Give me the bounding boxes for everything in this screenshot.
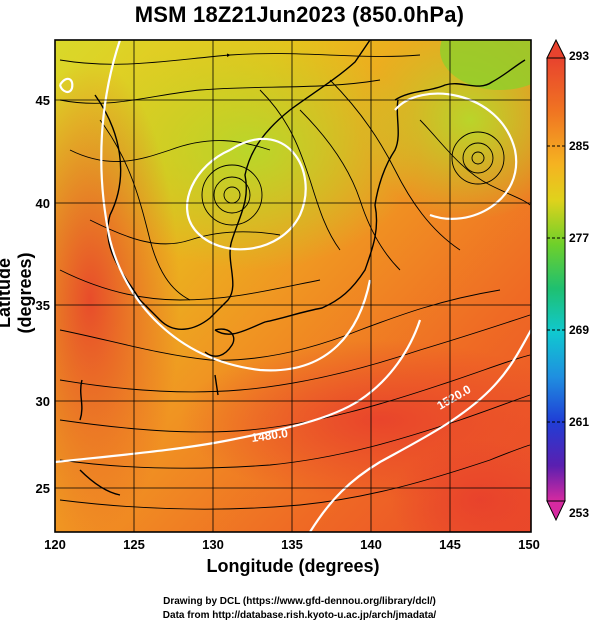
x-tick-label: 125 [123, 537, 145, 552]
coastlines [79, 40, 526, 496]
x-tick-label: 145 [439, 537, 461, 552]
height-contours [55, 40, 531, 532]
colorbar-label: 269 [569, 323, 589, 337]
map-title: MSM 18Z21Jun2023 (850.0hPa) [134, 2, 465, 27]
y-tick-label: 35 [36, 298, 50, 313]
x-axis-label: Longitude (degrees) [206, 556, 380, 576]
low-pressure-swirls [201, 131, 505, 226]
graticule [55, 40, 531, 532]
colorbar-label: 253 [569, 506, 589, 520]
colorbar-label: 293 [569, 49, 589, 63]
y-tick-label: 45 [36, 93, 50, 108]
x-tick-label: 135 [281, 537, 303, 552]
plot-frame [54, 39, 532, 533]
colorbar-label: 261 [569, 415, 589, 429]
x-tick-label: 140 [360, 537, 382, 552]
y-tick-label: 25 [36, 481, 50, 496]
colorbar-label: 285 [569, 139, 589, 153]
x-tick-label: 150 [518, 537, 540, 552]
credit-drawing: Drawing by DCL (https://www.gfd-dennou.o… [163, 596, 436, 607]
colorbar [546, 38, 566, 522]
y-tick-label: 40 [36, 196, 50, 211]
credit-data: Data from http://database.rish.kyoto-u.a… [162, 610, 437, 621]
contour-label-1480: 1480.0 [250, 426, 289, 445]
x-tick-label: 130 [202, 537, 224, 552]
y-tick-label: 30 [36, 394, 50, 409]
colorbar-label: 277 [569, 231, 589, 245]
y-axis-label: Latitude (degrees) [0, 252, 35, 334]
x-tick-label: 120 [44, 537, 66, 552]
